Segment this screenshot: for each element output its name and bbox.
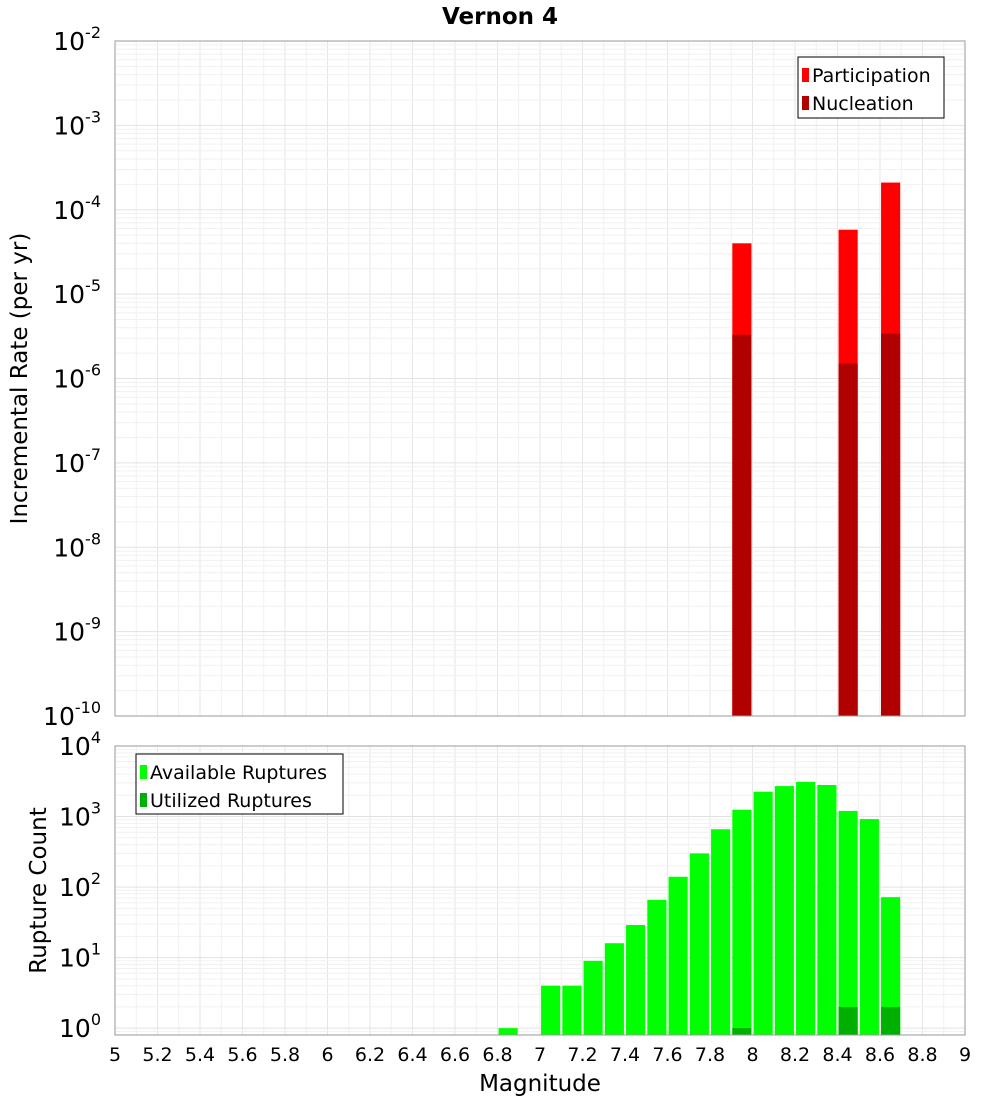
rate-plot-frame <box>114 40 966 717</box>
x-tick-label: 7.4 <box>610 1044 640 1066</box>
count-plot-bars <box>498 781 901 1035</box>
nucleation-bar <box>732 334 752 716</box>
legend-box <box>797 56 945 119</box>
rate-plot-panel: 10-10 10-9 10-8 10-7 10-6 10-5 10-4 10-3 10-2 In… <box>7 23 966 731</box>
available-ruptures-bar <box>774 786 794 1035</box>
nucleation-bar <box>838 363 858 716</box>
legend-participation-label: Participation <box>812 65 931 87</box>
available-ruptures-bar <box>562 985 582 1035</box>
x-tick-label: 7 <box>534 1044 546 1066</box>
available-ruptures-bar <box>796 781 816 1035</box>
y-tick-label: 10-2 <box>53 23 101 56</box>
x-tick-label: 5.8 <box>270 1044 300 1066</box>
available-ruptures-bar <box>881 897 901 1035</box>
legend-nucleation-swatch <box>802 96 809 110</box>
rate-plot-y-label: Incremental Rate (per yr) <box>7 233 33 525</box>
available-ruptures-bar <box>604 943 624 1035</box>
available-ruptures-bar <box>689 853 709 1035</box>
x-tick-label: 5.6 <box>227 1044 257 1066</box>
count-plot-x-label: Magnitude <box>479 1071 601 1097</box>
x-tick-label: 5 <box>109 1044 121 1066</box>
y-tick-label: 102 <box>59 869 101 902</box>
legend-utilized-ruptures-swatch <box>140 793 147 807</box>
utilized-ruptures-bar <box>881 1006 901 1035</box>
available-ruptures-bar <box>859 819 879 1035</box>
x-tick-label: 8 <box>746 1044 758 1066</box>
rate-plot-y-ticks: 10-10 10-9 10-8 10-7 10-6 10-5 10-4 10-3 10-2 <box>43 23 101 731</box>
y-tick-label: 103 <box>59 799 101 832</box>
legend-available-ruptures-swatch <box>140 765 147 779</box>
available-ruptures-bar <box>583 960 603 1035</box>
x-tick-label: 9 <box>959 1044 971 1066</box>
legend-nucleation-label: Nucleation <box>812 93 914 115</box>
available-ruptures-bar <box>838 810 858 1035</box>
chart-title: Vernon 4 <box>442 4 558 30</box>
available-ruptures-bar <box>498 1028 518 1035</box>
y-tick-label: 10-5 <box>53 276 101 309</box>
x-tick-label: 7.8 <box>695 1044 725 1066</box>
x-tick-label: 8.6 <box>865 1044 895 1066</box>
available-ruptures-bar <box>817 784 837 1035</box>
available-ruptures-bar <box>541 985 561 1035</box>
count-plot-y-label: Rupture Count <box>26 807 52 973</box>
utilized-ruptures-bar <box>732 1028 752 1035</box>
y-tick-label: 101 <box>59 940 101 973</box>
available-ruptures-bar <box>711 829 731 1035</box>
count-plot-legend: Available Ruptures Utilized Ruptures <box>135 753 344 815</box>
x-tick-label: 6.6 <box>440 1044 470 1066</box>
rate-plot-bars <box>732 182 901 717</box>
y-tick-label: 10-7 <box>53 445 101 478</box>
count-plot-panel: 100 101 102 103 104 5 5.2 5.4 5.6 5.8 6 6.2 6.4 6.6 6… <box>26 728 971 1097</box>
available-ruptures-bar <box>647 899 667 1035</box>
y-tick-label: 100 <box>59 1010 101 1043</box>
legend-box <box>135 753 344 815</box>
x-tick-label: 7.6 <box>652 1044 682 1066</box>
rate-plot-grid <box>114 40 966 717</box>
legend-utilized-ruptures-label: Utilized Ruptures <box>150 790 312 812</box>
rate-plot-legend: Participation Nucleation <box>797 56 945 119</box>
x-tick-label: 6.4 <box>397 1044 427 1066</box>
x-tick-label: 5.2 <box>142 1044 172 1066</box>
x-tick-label: 5.4 <box>185 1044 215 1066</box>
available-ruptures-bar <box>668 876 688 1035</box>
legend-available-ruptures-label: Available Ruptures <box>150 762 327 784</box>
x-tick-label: 8.2 <box>780 1044 810 1066</box>
nucleation-bar <box>881 333 901 716</box>
x-tick-label: 8.4 <box>822 1044 852 1066</box>
x-tick-label: 6.8 <box>482 1044 512 1066</box>
x-tick-label: 7.2 <box>567 1044 597 1066</box>
x-tick-label: 6.2 <box>355 1044 385 1066</box>
available-ruptures-bar <box>732 809 752 1035</box>
y-tick-label: 10-10 <box>43 698 101 731</box>
count-plot-y-ticks: 100 101 102 103 104 <box>59 728 101 1043</box>
x-tick-label: 8.8 <box>907 1044 937 1066</box>
y-tick-label: 10-8 <box>53 529 101 562</box>
count-plot-x-ticks: 5 5.2 5.4 5.6 5.8 6 6.2 6.4 6.6 6.8 7 7.2 7.4 7.6 7.8 8… <box>109 1044 971 1066</box>
available-ruptures-bar <box>626 925 646 1035</box>
available-ruptures-bar <box>753 791 773 1035</box>
y-tick-label: 10-6 <box>53 361 101 394</box>
x-tick-label: 6 <box>321 1044 333 1066</box>
legend-participation-swatch <box>802 68 809 82</box>
y-tick-label: 10-4 <box>53 192 101 225</box>
y-tick-label: 10-3 <box>53 107 101 140</box>
y-tick-label: 10-9 <box>53 614 101 647</box>
count-plot-frame <box>114 745 966 1036</box>
utilized-ruptures-bar <box>838 1006 858 1035</box>
y-tick-label: 104 <box>59 728 101 761</box>
